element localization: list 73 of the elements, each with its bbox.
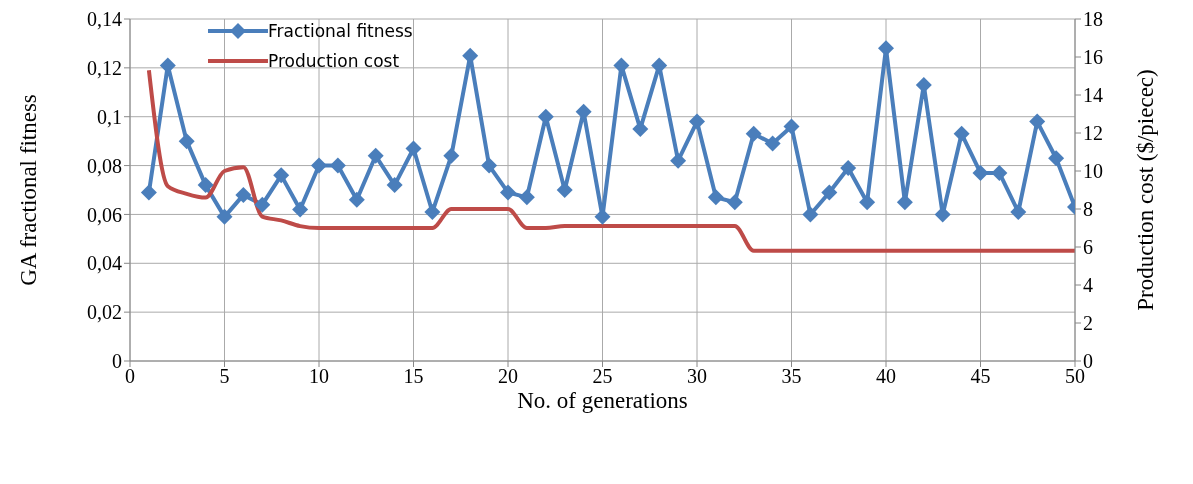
point bbox=[821, 184, 838, 201]
legend-label: Production cost bbox=[268, 51, 400, 71]
point bbox=[329, 157, 346, 174]
y2-tick-label: 12 bbox=[1083, 122, 1103, 145]
point bbox=[273, 167, 290, 184]
point bbox=[764, 135, 781, 152]
y-tick-label: 0,14 bbox=[87, 8, 122, 31]
x-tick-label: 20 bbox=[498, 365, 518, 388]
point bbox=[707, 189, 724, 206]
y-tick-label: 0,06 bbox=[87, 203, 122, 226]
x-tick-label: 50 bbox=[1065, 365, 1085, 388]
point bbox=[254, 196, 271, 213]
x-tick-label: 15 bbox=[403, 365, 424, 388]
y2-tick-label: 14 bbox=[1083, 84, 1103, 107]
point bbox=[896, 194, 913, 211]
y-tick-label: 0,04 bbox=[87, 252, 122, 275]
point bbox=[1048, 150, 1065, 167]
y-tick-label: 0,02 bbox=[87, 301, 122, 324]
x-tick-label: 25 bbox=[592, 365, 613, 388]
point bbox=[443, 147, 460, 164]
point bbox=[348, 191, 365, 208]
point bbox=[311, 157, 327, 174]
point bbox=[859, 194, 876, 211]
y-tick-label: 0,08 bbox=[87, 154, 122, 177]
point bbox=[726, 194, 743, 211]
y2-tick-label: 2 bbox=[1083, 312, 1093, 335]
point bbox=[1010, 203, 1027, 220]
y2-tick-label: 4 bbox=[1083, 274, 1093, 297]
point bbox=[216, 208, 233, 225]
x-tick-label: 30 bbox=[687, 365, 707, 388]
y2-tick-label: 0 bbox=[1083, 350, 1093, 373]
point bbox=[424, 203, 441, 220]
y2-tick-label: 10 bbox=[1083, 160, 1103, 183]
y2-tick-label: 6 bbox=[1083, 236, 1093, 259]
x-tick-label: 5 bbox=[219, 365, 230, 388]
point bbox=[953, 125, 970, 142]
point bbox=[500, 184, 516, 201]
y2-tick-label: 18 bbox=[1083, 8, 1103, 31]
y-tick-label: 0,12 bbox=[87, 56, 122, 79]
point bbox=[670, 152, 687, 169]
point bbox=[745, 125, 762, 142]
x-axis-title: No. of generations bbox=[517, 388, 688, 413]
point bbox=[140, 184, 157, 201]
point bbox=[481, 157, 498, 174]
line-series bbox=[146, 68, 1075, 253]
point bbox=[689, 113, 705, 130]
x-tick-label: 10 bbox=[309, 365, 329, 388]
y2-tick-label: 8 bbox=[1083, 198, 1093, 221]
point bbox=[178, 133, 195, 150]
point bbox=[915, 76, 932, 93]
y-tick-label: 0,1 bbox=[97, 105, 122, 128]
y-tick-label: 0 bbox=[112, 350, 122, 373]
point bbox=[1029, 113, 1046, 130]
point bbox=[972, 164, 989, 181]
y2-tick-label: 16 bbox=[1083, 46, 1103, 69]
x-tick-label: 35 bbox=[781, 365, 802, 388]
legend-label: Fractional fitness bbox=[268, 21, 413, 41]
point bbox=[991, 164, 1008, 181]
point bbox=[292, 201, 309, 218]
point bbox=[802, 206, 819, 223]
x-tick-label: 40 bbox=[876, 365, 896, 388]
point bbox=[632, 120, 649, 137]
point bbox=[197, 177, 214, 194]
point bbox=[405, 140, 422, 157]
point bbox=[235, 186, 252, 203]
y-axis-title: GA fractional fitness bbox=[16, 94, 42, 286]
point bbox=[840, 160, 857, 177]
y2-axis-title: Production cost ($/piecec) bbox=[1133, 69, 1159, 311]
point bbox=[367, 147, 384, 164]
point bbox=[386, 177, 403, 194]
x-tick-label: 45 bbox=[970, 365, 991, 388]
point bbox=[518, 189, 535, 206]
point bbox=[783, 118, 800, 135]
